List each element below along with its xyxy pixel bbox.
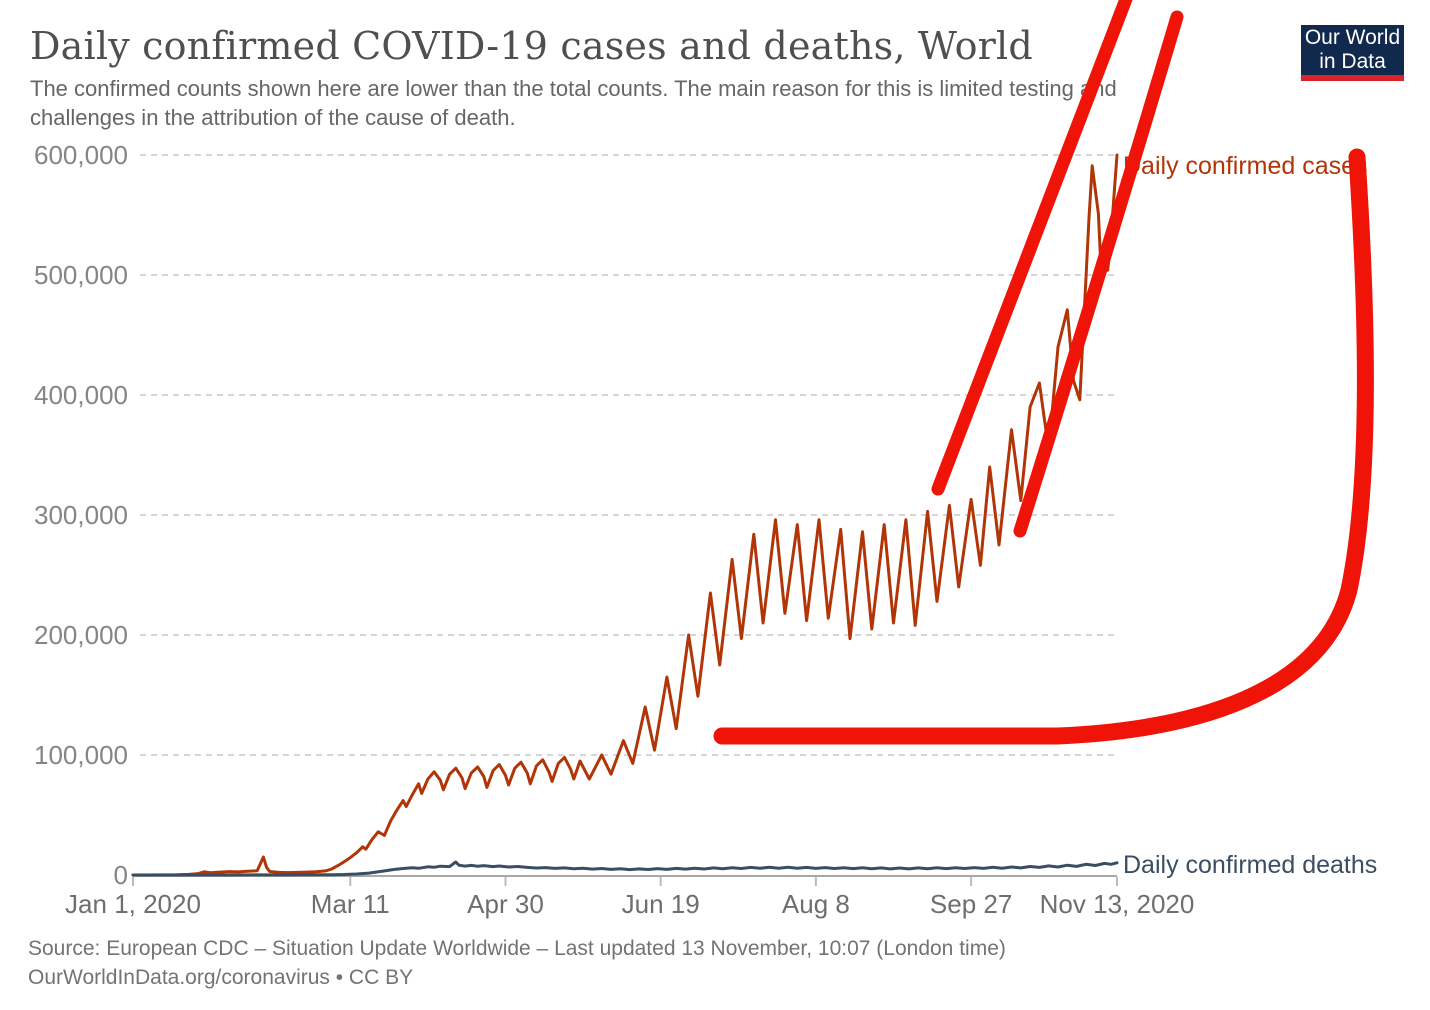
- x-tick-label: Apr 30: [467, 889, 544, 919]
- x-tick-label: Nov 13, 2020: [1039, 889, 1195, 919]
- cases-series-label: Daily confirmed cases: [1123, 152, 1368, 180]
- y-tick-label: 200,000: [34, 620, 128, 650]
- y-tick-label: 0: [113, 860, 128, 890]
- x-tick-label: Mar 11: [310, 889, 390, 919]
- deaths-series-label: Daily confirmed deaths: [1123, 851, 1378, 879]
- source-credit-line: Source: European CDC – Situation Update …: [28, 937, 1006, 960]
- y-tick-label: 600,000: [34, 140, 128, 170]
- source-license-line: OurWorldInData.org/coronavirus • CC BY: [28, 966, 414, 989]
- y-tick-label: 100,000: [34, 740, 128, 770]
- chart-title: Daily confirmed COVID-19 cases and death…: [30, 24, 1033, 68]
- y-tick-label: 500,000: [34, 260, 128, 290]
- x-tick-label: Aug 8: [781, 889, 850, 919]
- chart-subtitle-line1: The confirmed counts shown here are lowe…: [30, 76, 1117, 101]
- y-tick-label: 400,000: [34, 380, 128, 410]
- x-tick-label: Sep 27: [929, 889, 1013, 919]
- x-tick-label: Jun 19: [621, 889, 700, 919]
- owid-logo: Our World in Data: [1301, 25, 1404, 81]
- y-tick-label: 300,000: [34, 500, 128, 530]
- chart-subtitle-line2: challenges in the attribution of the cau…: [30, 105, 516, 130]
- owid-logo-line2: in Data: [1319, 50, 1386, 73]
- x-tick-label: Jan 1, 2020: [65, 889, 201, 919]
- owid-logo-line1: Our World: [1304, 26, 1401, 49]
